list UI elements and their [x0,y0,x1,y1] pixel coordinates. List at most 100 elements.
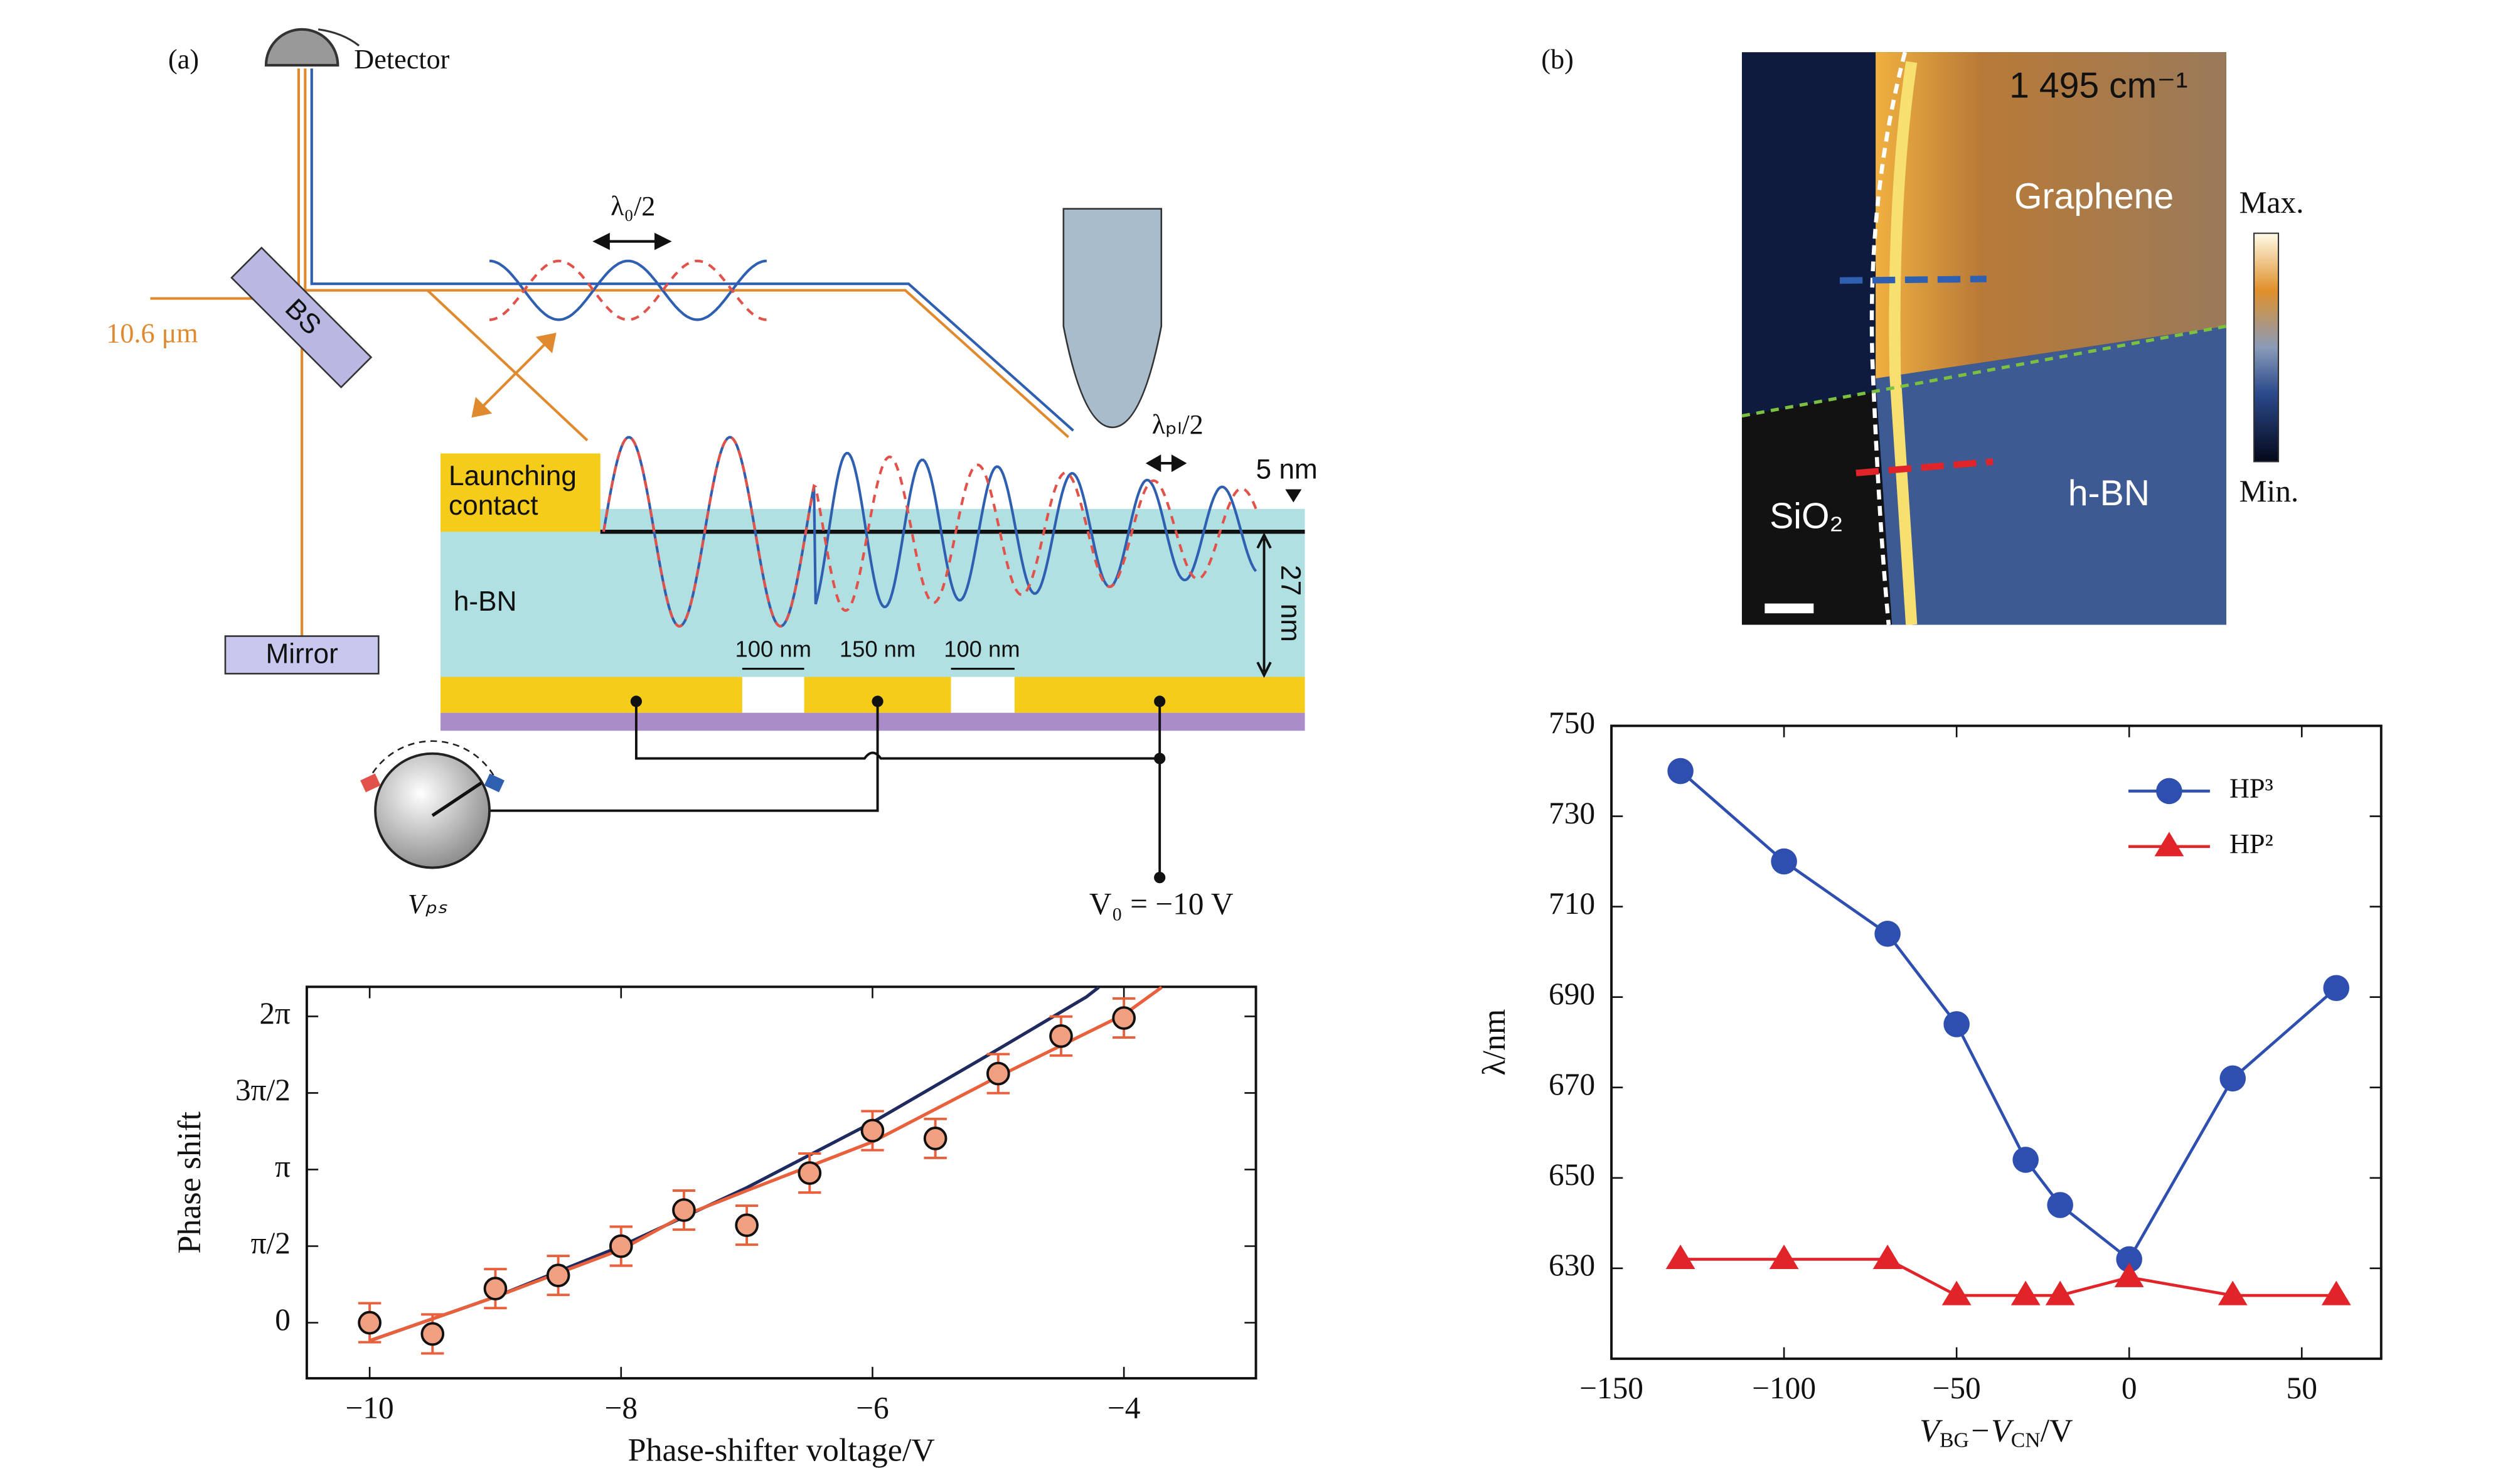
thickness-label: 5 nm [1256,454,1318,485]
marker [2010,1280,2041,1305]
wave [489,259,767,321]
legend-label: HP² [2229,828,2273,859]
beam [310,68,1074,432]
arrowhead [592,232,672,250]
legend-marker [2156,778,2182,805]
data-point [546,1263,570,1288]
x-axis-label-part: CN [2011,1428,2041,1452]
arrowhead [1145,454,1187,473]
panel-label: (a) [168,44,199,75]
marker [1872,1245,1903,1270]
colorbar-label: Min. [2240,474,2299,508]
y-tick-label: 710 [1549,886,1595,921]
x-axis-label: Phase-shifter voltage/V [628,1433,935,1468]
profile-line [1839,276,1987,284]
marker [1874,921,1901,947]
marker [2116,1246,2142,1273]
region-label: h-BN [2068,473,2150,513]
data-point [986,1061,1010,1086]
y-tick-label: 0 [275,1302,291,1337]
frequency-label: 1 495 cm⁻¹ [2009,65,2187,105]
dial [374,752,491,869]
lambda-pl-label: λₚₗ/2 [1152,409,1204,440]
wave [602,436,1257,628]
marker [1667,758,1694,785]
contacts [630,695,1166,884]
y-axis-label: λ/nm [1476,1009,1512,1076]
wiring [489,701,1161,878]
detector-wire [318,28,360,46]
x-axis-label-part: V [1919,1413,1943,1449]
profile-line [1855,458,1994,476]
y-tick-label: 670 [1549,1067,1595,1101]
marker [2219,1065,2246,1092]
gap-label: 100 nm [735,636,811,662]
marker [1941,1280,1972,1305]
detector-icon [264,28,339,67]
y-tick-label: 750 [1549,705,1595,740]
data-point [672,1198,696,1222]
region-label: Graphene [2014,176,2174,217]
thickness-label: 27 nm [1275,565,1306,642]
marker [2012,1147,2039,1173]
contact-label: Launching [449,461,577,491]
dial-needle [431,781,483,817]
mirror [224,635,380,675]
data-point [609,1234,633,1258]
x-tick-label: −4 [1108,1390,1141,1425]
x-axis-label-part: −V [1969,1413,2014,1449]
optics [150,28,1187,640]
legend-marker [2154,832,2184,857]
x-tick-label: 0 [2122,1371,2137,1405]
marker [2218,1280,2248,1305]
data-point [860,1118,885,1143]
gap [951,677,1015,713]
y-tick-label: 730 [1549,796,1595,830]
y-tick-label: 630 [1549,1248,1595,1282]
gap [742,677,804,713]
y-tick-label: 3π/2 [235,1073,291,1107]
launching-contact [440,453,601,532]
scale-bar [1765,603,1814,614]
beam [304,68,1070,439]
panel-label: (b) [1541,44,1574,75]
x-tick-label: −8 [605,1390,638,1425]
data-point [798,1161,822,1185]
dial-mark [484,773,505,793]
data-point [735,1213,759,1238]
fit-line [369,986,1100,1342]
substrate [440,712,1305,731]
arrowhead [1285,489,1302,503]
graphene-region [1876,52,2226,378]
x-axis-label-part: /V [2041,1413,2073,1449]
x-tick-label: −50 [1933,1371,1981,1405]
vps-label: Vₚₛ [408,889,447,919]
data-point [1049,1024,1073,1048]
data-point [420,1322,445,1346]
x-tick-label: −6 [856,1390,889,1425]
hbn-label: h-BN [454,586,517,617]
marker [1769,1245,1799,1270]
marker [1771,848,1797,875]
contact-label: contact [449,490,538,521]
arrow [1256,532,1272,678]
colorbar [2253,232,2280,463]
detector-label: Detector [354,44,449,75]
gate [440,677,1305,713]
arrow [472,333,556,417]
beam [150,297,304,640]
edge [1889,61,1918,625]
y-axis-label: Phase shift [172,1111,208,1253]
x-tick-label: 50 [2287,1371,2317,1405]
legend-label: HP³ [2229,773,2273,804]
region-label: SiO₂ [1770,496,1843,537]
marker [2323,975,2350,1002]
tip [1062,208,1163,429]
y-tick-label: 650 [1549,1157,1595,1192]
marker [2321,1280,2351,1305]
hbn-layer [440,508,1305,677]
wavelength-label: 10.6 μm [106,318,198,349]
beam-splitter [230,246,373,388]
marker [1943,1011,1970,1037]
marker [1665,1245,1695,1270]
